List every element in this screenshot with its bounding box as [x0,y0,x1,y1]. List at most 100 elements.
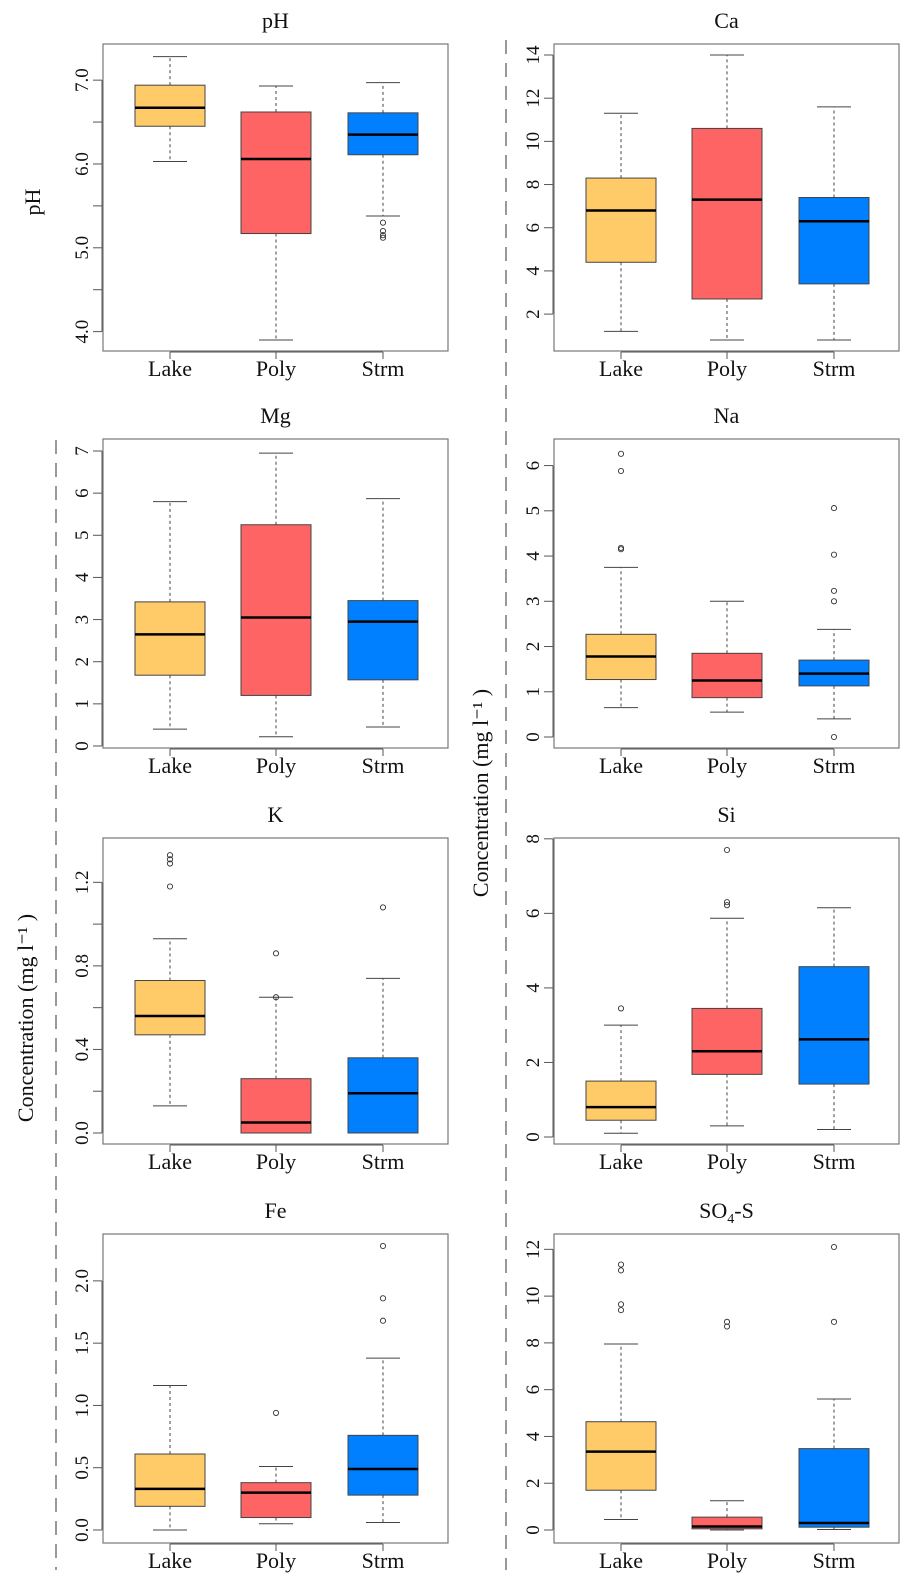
box-strm [798,1243,870,1531]
y-tick-label: 1.2 [72,870,93,894]
x-category-label: Lake [599,1149,643,1174]
box-poly [240,1409,312,1525]
y-tick-label: 5.0 [72,236,93,260]
y-tick-label: 0 [72,741,93,751]
concentration-axis-title-left: Concentration (mg l⁻¹ ) [13,914,38,1122]
plot-frame [102,1233,449,1544]
panel-title-text: Na [714,403,740,428]
x-category-label: Poly [256,1548,296,1573]
box-lake [585,1261,657,1520]
concentration-axis-title-right: Concentration (mg l⁻¹ ) [468,689,493,897]
outlier-point [617,544,625,551]
x-category-label: Lake [599,753,643,778]
outlier-point [723,899,731,906]
y-tick-label: 7.0 [72,68,93,92]
y-tick-label: 2 [523,1478,544,1488]
panel-si: Si 0 2 4 6 8 Lake Poly Strm [523,802,900,1174]
x-category-label: Strm [362,356,405,381]
box-lake [585,450,657,709]
y-tick-label: 1.5 [72,1331,93,1355]
outlier-point [830,551,838,558]
y-tick-label: 8 [523,180,544,190]
panel-title-suffix: -S [734,1198,754,1223]
y-tick-label: 4 [523,1431,544,1441]
outlier-point [617,467,625,475]
y-tick-label: 8 [523,1338,544,1348]
y-tick-label: 4 [523,983,544,993]
panel-title: Na [714,403,740,428]
panel-mg: Mg 0 1 2 3 4 5 6 7 Lake Poly Strm [72,403,449,778]
box-lake [134,501,206,730]
iqr-box [134,84,206,127]
box-lake [585,1005,657,1134]
plot-frame [553,1233,900,1544]
y-tick-label: 4 [72,572,93,582]
plot-frame [553,438,900,749]
x-category-label: Poly [256,356,296,381]
iqr-box [798,1448,870,1528]
outlier-point [379,227,387,235]
y-tick-label: 0.0 [72,1121,93,1145]
panel-title-text: Ca [714,8,739,33]
y-tick-label: 0.0 [72,1518,93,1542]
outlier-point [166,856,174,863]
iqr-box [134,1453,206,1507]
y-tick-label: 1 [523,687,544,697]
x-category-label: Strm [813,753,856,778]
panel-title: pH [262,8,289,33]
plot-frame [102,43,449,352]
outlier-point [617,450,625,457]
y-tick-label: 0 [523,1525,544,1535]
box-lake [585,112,657,332]
box-lake [134,1385,206,1531]
x-category-label: Strm [362,1149,405,1174]
y-tick-label: 6 [72,488,93,498]
box-strm [798,106,870,341]
iqr-box [798,966,870,1085]
panel-title: Fe [265,1198,287,1223]
box-strm [798,505,870,741]
panel-title-text: pH [262,8,289,33]
outlier-point [166,883,174,890]
plot-frame [102,837,449,1145]
plot-frame [102,438,449,749]
y-tick-label: 8 [523,834,544,844]
outlier-point [723,846,731,854]
outlier-point [723,1323,731,1330]
y-tick-label: 3 [523,597,544,607]
outlier-point [830,587,838,594]
y-tick-label: 2 [72,657,93,667]
outlier-point [617,1005,625,1012]
box-poly [240,85,312,341]
outlier-point [617,1301,625,1308]
iqr-box [691,1516,763,1530]
outlier-point [617,1267,625,1274]
x-category-label: Poly [256,753,296,778]
iqr-box [347,1057,419,1134]
plot-frame [553,43,900,352]
panel-k: K 0.0 0.4 0.8 1.2 Lake Poly Strm [72,802,449,1174]
iqr-box [240,1078,312,1134]
outlier-point [379,1317,387,1324]
y-tick-label: 1.0 [72,1394,93,1418]
box-poly [691,54,763,341]
outlier-point [379,232,387,239]
x-category-label: Poly [707,1149,747,1174]
panel-title-subscript: 4 [727,1212,734,1227]
x-category-label: Poly [707,356,747,381]
panel-title-text: SO [699,1198,727,1223]
iqr-box [691,652,763,699]
x-category-label: Poly [707,753,747,778]
box-strm [798,907,870,1131]
y-tick-label: 4 [523,266,544,276]
outlier-point [617,1307,625,1314]
box-strm [347,82,419,241]
y-tick-label: 0.5 [72,1456,93,1480]
outlier-point [166,852,174,859]
y-tick-label: 7 [72,446,93,456]
panel-title-text: K [268,802,284,827]
y-tick-label: 0.4 [72,1037,93,1061]
y-tick-label: 5 [72,531,93,541]
iqr-box [691,1007,763,1075]
